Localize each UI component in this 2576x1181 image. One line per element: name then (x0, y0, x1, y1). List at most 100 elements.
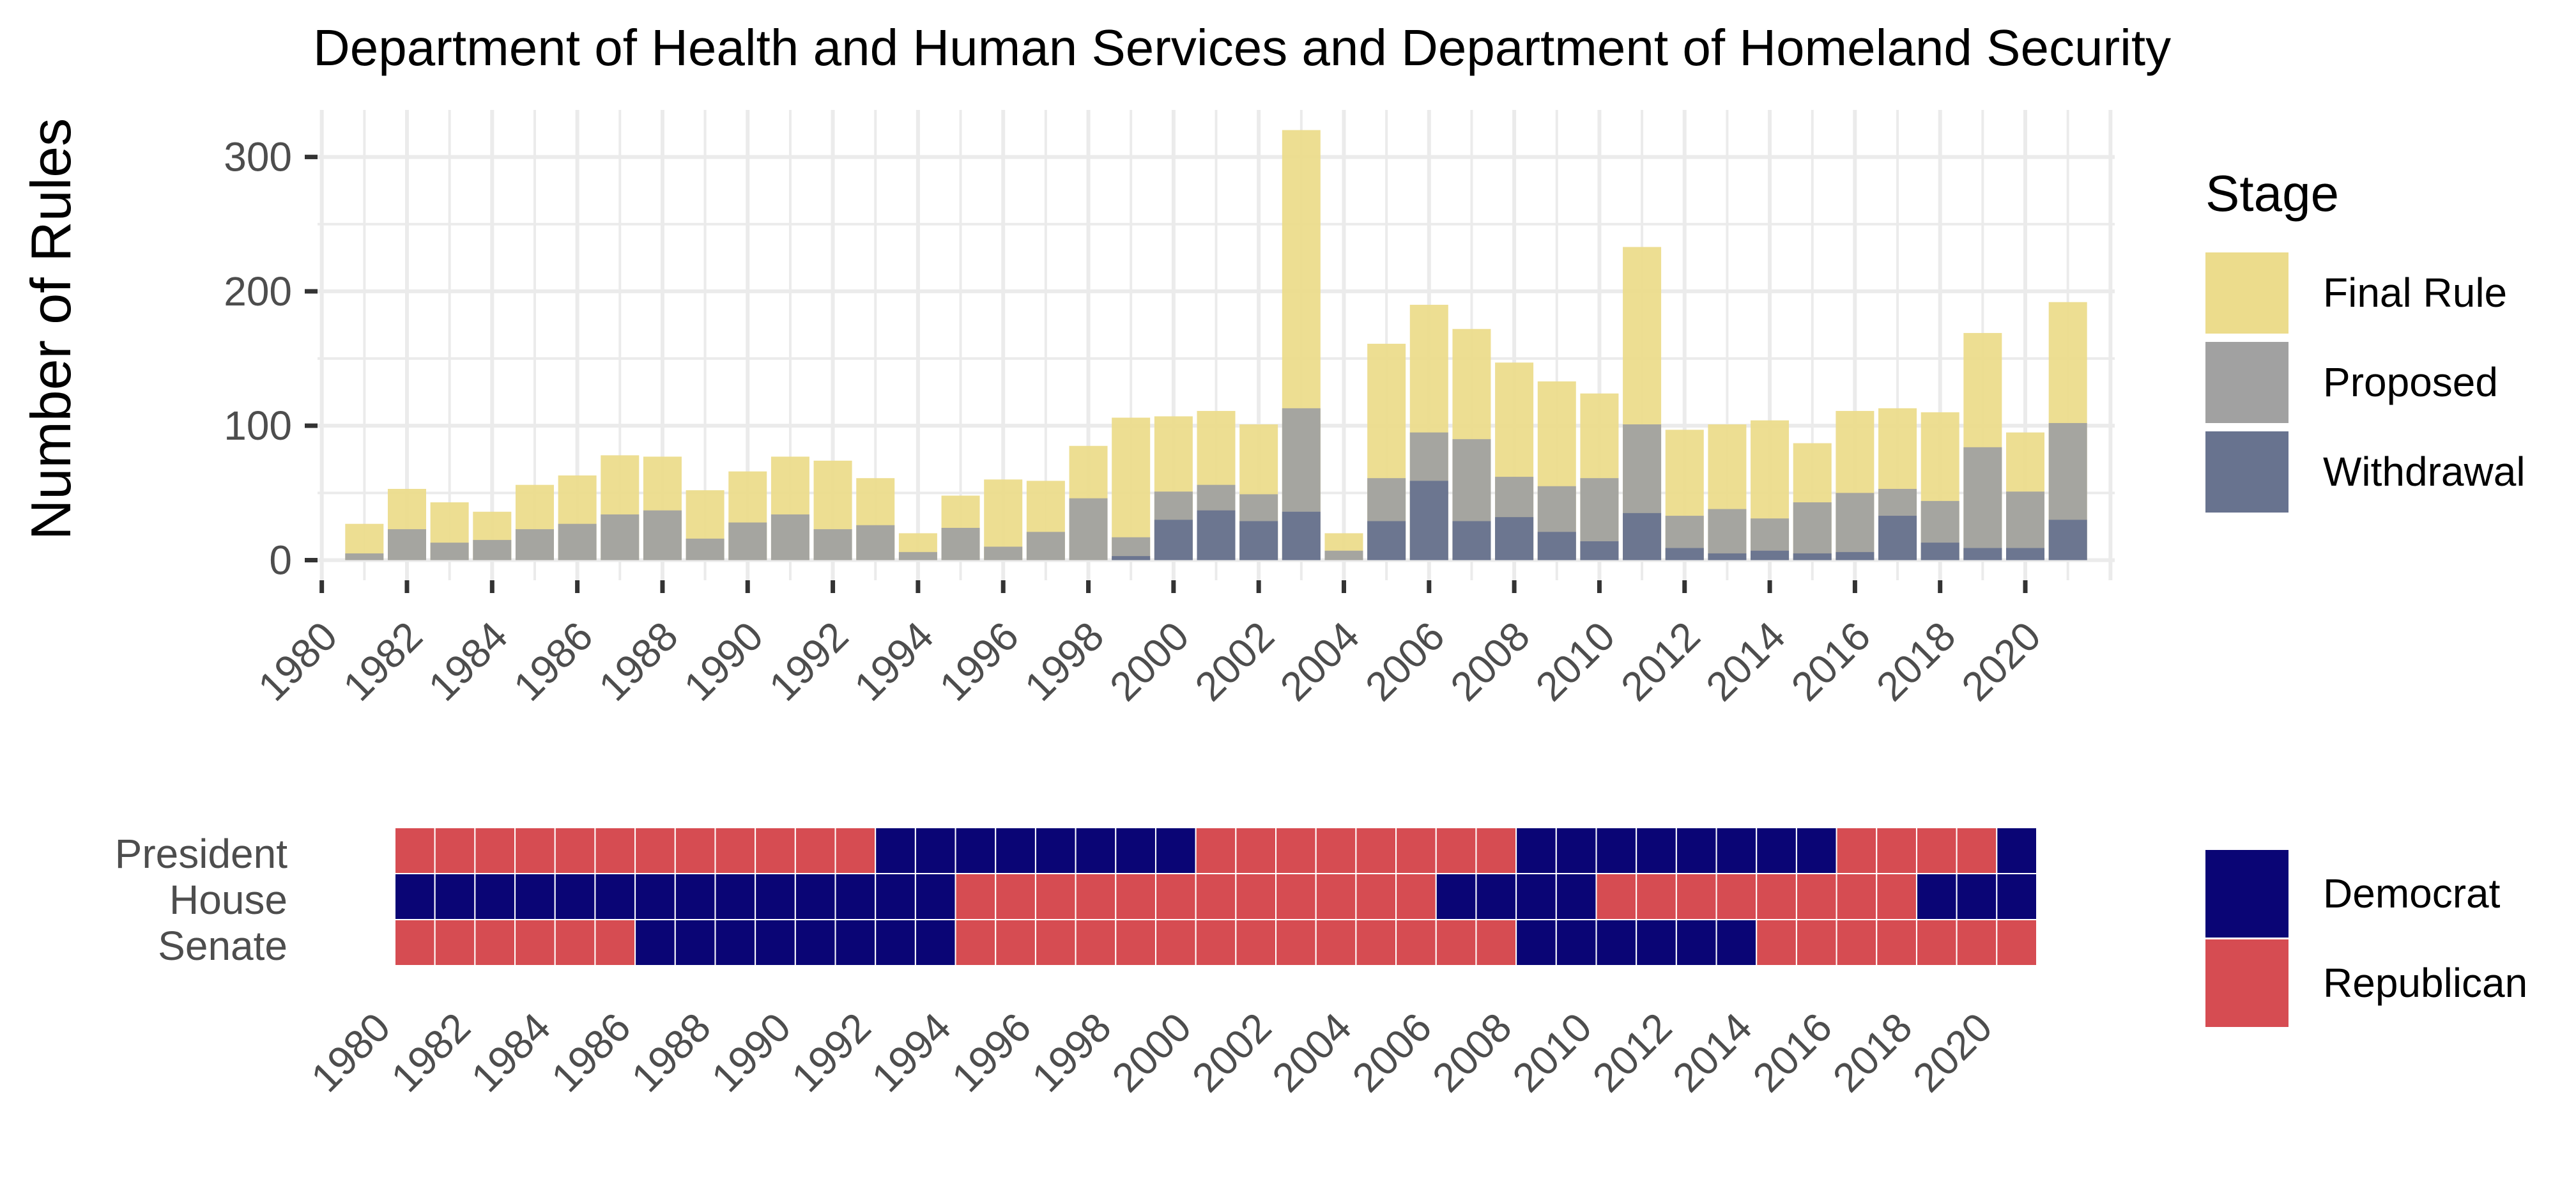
heat-cell-senate (1795, 919, 1837, 966)
heat-cell-president (1795, 827, 1837, 874)
heat-cell-senate (1075, 919, 1117, 966)
bar-proposed (643, 510, 682, 560)
heat-cell-house (834, 873, 877, 920)
heat-cell-house (554, 873, 596, 920)
heat-cell-house (1195, 873, 1237, 920)
heat-cell-president (1075, 827, 1117, 874)
heat-cell-president (394, 827, 436, 874)
heat-cell-senate (674, 919, 716, 966)
heat-cell-senate (1275, 919, 1317, 966)
bar-withdrawal (1623, 513, 1662, 560)
legend-swatch-withdrawal (2205, 431, 2288, 513)
heat-cell-senate (634, 919, 676, 966)
heat-cell-president (995, 827, 1036, 874)
heat-cell-house (514, 873, 556, 920)
bar-withdrawal (1580, 541, 1619, 560)
heat-cell-president (514, 827, 556, 874)
heat-cell-senate (1235, 919, 1277, 966)
heat-cell-house (1915, 873, 1958, 920)
heat-cell-house (1034, 873, 1077, 920)
bar-proposed (1069, 498, 1108, 560)
heat-cell-president (875, 827, 916, 874)
heat-cell-house (1715, 873, 1758, 920)
heat-cell-house (594, 873, 636, 920)
bar-proposed (813, 529, 852, 560)
heat-cell-president (1395, 827, 1437, 874)
heat-cell-house (1154, 873, 1197, 920)
heat-cell-senate (474, 919, 516, 966)
party-row-labels: President House Senate (115, 831, 288, 969)
heat-cell-president (1275, 827, 1317, 874)
heat-cell-president (634, 827, 676, 874)
heat-cell-house (1956, 873, 1998, 920)
heat-cell-president (1636, 827, 1677, 874)
heat-cell-senate (1315, 919, 1357, 966)
heat-cell-house (954, 873, 997, 920)
heat-cell-senate (755, 919, 796, 966)
heat-cell-senate (1876, 919, 1917, 966)
bar-proposed (387, 529, 426, 560)
heat-cell-senate (1355, 919, 1397, 966)
heat-cell-president (1355, 827, 1397, 874)
heat-cell-president (755, 827, 796, 874)
heat-cell-president (1555, 827, 1597, 874)
legend-swatch-republican (2205, 939, 2288, 1027)
bar-proposed (1963, 447, 2002, 560)
bar-proposed (1836, 493, 1874, 560)
heat-cell-senate (1034, 919, 1077, 966)
heat-cell-president (1996, 827, 2038, 874)
heat-cell-house (674, 873, 716, 920)
heat-cell-senate (834, 919, 877, 966)
heat-cell-house (1555, 873, 1597, 920)
bar-withdrawal (1878, 516, 1917, 560)
heat-cell-house (1515, 873, 1557, 920)
bar-withdrawal (2006, 548, 2045, 560)
heat-cell-senate (714, 919, 756, 966)
bar-withdrawal (1367, 521, 1406, 560)
legend-swatch-final-rule (2205, 252, 2288, 334)
bar-withdrawal (1708, 553, 1747, 560)
bar-proposed (770, 514, 809, 560)
bar-proposed (1026, 532, 1065, 560)
bar-withdrawal (1112, 556, 1151, 560)
heat-cell-house (755, 873, 796, 920)
bar-proposed (1324, 550, 1363, 560)
heat-cell-senate (1395, 919, 1437, 966)
legend-label-withdrawal: Withdrawal (2323, 449, 2526, 495)
heat-cell-president (954, 827, 997, 874)
heat-cell-president (1915, 827, 1958, 874)
bar-proposed (728, 522, 767, 560)
heat-cell-president (1836, 827, 1878, 874)
bar-proposed (430, 543, 469, 560)
heat-cell-house (1595, 873, 1637, 920)
bar-marks (345, 130, 2087, 560)
heat-cell-senate (514, 919, 556, 966)
bar-final-rule (1112, 417, 1151, 560)
party-legend: Democrat Republican (2205, 850, 2527, 1027)
heat-cell-president (1515, 827, 1557, 874)
heat-cell-house (1756, 873, 1797, 920)
bar-proposed (1793, 502, 1832, 560)
heat-cell-senate (1515, 919, 1557, 966)
bar-withdrawal (1751, 550, 1790, 560)
heat-cell-house (1115, 873, 1156, 920)
heat-cell-house (875, 873, 916, 920)
bar-withdrawal (1836, 552, 1874, 560)
heat-cell-house (1235, 873, 1277, 920)
heat-cell-house (1996, 873, 2038, 920)
bar-withdrawal (1409, 481, 1448, 560)
heat-cell-house (1675, 873, 1717, 920)
bar-withdrawal (1154, 520, 1193, 560)
legend-label-democrat: Democrat (2323, 870, 2501, 916)
bar-withdrawal (1239, 521, 1278, 560)
heat-cell-senate (1195, 919, 1237, 966)
heat-cell-house (1636, 873, 1677, 920)
heat-cell-house (1275, 873, 1317, 920)
heat-cell-senate (1915, 919, 1958, 966)
bar-withdrawal (2048, 520, 2087, 560)
bar-proposed (856, 525, 895, 560)
y-axis-label: Number of Rules (19, 118, 82, 540)
heat-cell-senate (914, 919, 956, 966)
heat-cell-president (594, 827, 636, 874)
heat-cell-president (1154, 827, 1197, 874)
